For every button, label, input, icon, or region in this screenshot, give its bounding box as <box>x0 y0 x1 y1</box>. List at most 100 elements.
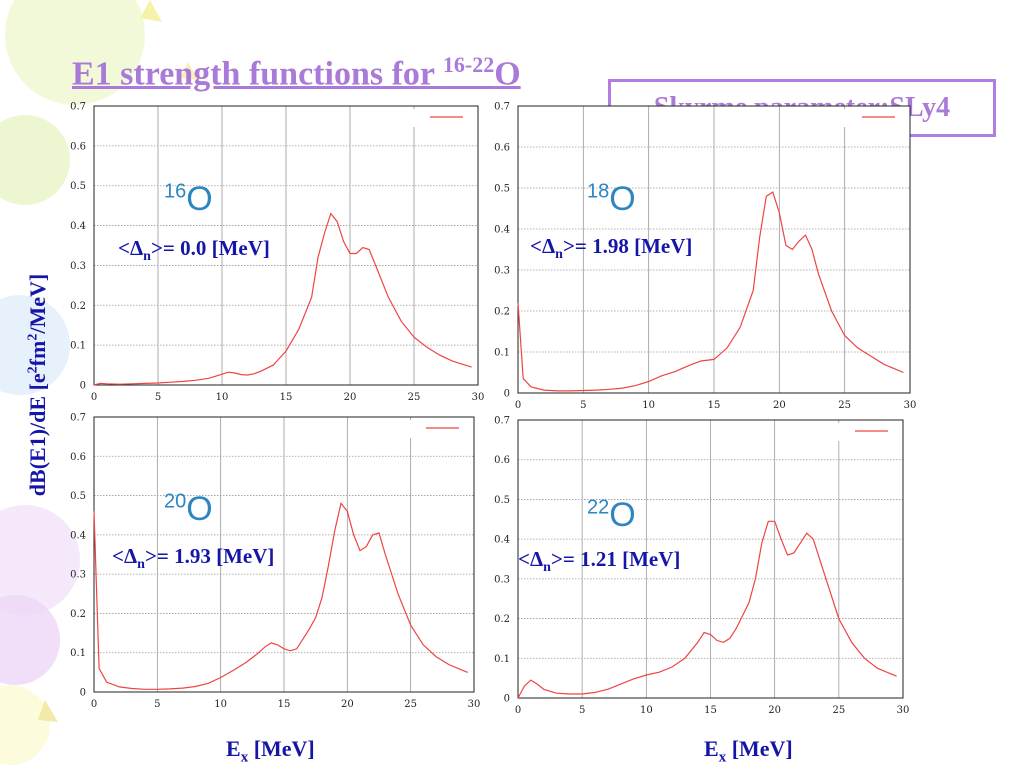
x-tick-label: 5 <box>579 705 585 716</box>
plot-panel-2: 0 5 10 15 20 25 30 0 0.1 0.2 0.3 0.4 0.5 0.6 0.7 <box>494 102 916 412</box>
delta-subscript: n <box>555 247 563 263</box>
series-line <box>93 212 472 386</box>
background-bubble <box>0 115 70 205</box>
background-star <box>140 0 162 22</box>
x-tick-label: 20 <box>768 705 781 716</box>
slide-title: E1 strength functions for 16-22O <box>72 52 521 93</box>
y-tick-label: 0.5 <box>494 184 510 195</box>
y-tick-label: 0.2 <box>494 614 510 625</box>
x-axis-label-symbol: E <box>226 736 241 761</box>
x-tick-label: 30 <box>472 392 485 403</box>
pairing-gap-label-panel-4: <Δn>= 1.21 [MeV] <box>518 547 680 576</box>
plot-frame <box>517 419 904 699</box>
x-tick-label: 25 <box>838 400 851 411</box>
delta-value: >= 0.0 [MeV] <box>150 236 270 260</box>
element-symbol: O <box>186 490 213 528</box>
delta-subscript: n <box>137 557 145 573</box>
y-tick-label: 0.2 <box>70 301 86 312</box>
y-tick-label: 0.6 <box>494 455 510 466</box>
title-suffix: O <box>494 55 521 93</box>
x-tick-label: 25 <box>832 705 845 716</box>
background-bubble <box>0 685 50 765</box>
x-axis-label-unit: [MeV] <box>726 736 793 761</box>
y-tick-label: 0.6 <box>70 452 86 463</box>
series-line <box>517 520 897 699</box>
x-tick-label: 10 <box>640 705 653 716</box>
background-bubble <box>0 505 80 615</box>
y-tick-label: 0 <box>80 688 86 699</box>
plot-frame <box>93 105 479 386</box>
background-bubble <box>0 295 70 395</box>
element-symbol: O <box>609 496 636 534</box>
plot-panel-3: 0 5 10 15 20 25 30 0 0.1 0.2 0.3 0.4 0.5 0.6 0.7 <box>70 413 480 711</box>
plot-panel-4: 0 5 10 15 20 25 30 0 0.1 0.2 0.3 0.4 0.5 0.6 0.7 <box>494 416 909 717</box>
y-tick-label: 0.3 <box>70 570 86 581</box>
series-line <box>517 191 904 392</box>
y-tick-label: 0 <box>504 694 510 705</box>
delta-prefix: <Δ <box>518 547 544 571</box>
x-tick-label: 20 <box>341 699 354 710</box>
plot-panel-1: 0 5 10 15 20 25 30 0 0.1 0.2 0.3 0.4 0.5 0.6 0.7 <box>70 102 484 404</box>
delta-value: >= 1.21 [MeV] <box>550 547 681 571</box>
x-tick-label: 0 <box>515 400 521 411</box>
y-tick-label: 0.3 <box>494 574 510 585</box>
element-symbol: O <box>609 180 636 218</box>
y-tick-label: 0.7 <box>70 102 86 113</box>
y-tick-label: 0.4 <box>494 225 510 236</box>
y-tick-label: 0.7 <box>494 416 510 427</box>
legend-box <box>832 109 902 127</box>
mass-number: 16 <box>164 180 187 203</box>
y-tick-label: 0.5 <box>494 495 510 506</box>
y-tick-label: 0.7 <box>70 413 86 424</box>
element-symbol: O <box>186 180 213 218</box>
background-bubble <box>5 0 145 105</box>
y-tick-label: 0.1 <box>70 648 86 659</box>
legend-box <box>396 420 466 438</box>
x-tick-label: 5 <box>155 392 161 403</box>
x-axis-label-sub: x <box>240 749 249 766</box>
title-prefix: E1 strength functions for <box>72 55 443 93</box>
x-tick-label: 15 <box>708 400 721 411</box>
y-tick-label: 0.4 <box>494 535 510 546</box>
y-tick-label: 0.2 <box>494 307 510 318</box>
y-tick-label: 0.3 <box>70 261 86 272</box>
pairing-gap-label-panel-3: <Δn>= 1.93 [MeV] <box>112 544 274 573</box>
y-tick-label: 0.4 <box>70 530 86 541</box>
title-superscript: 16-22 <box>442 52 495 77</box>
y-tick-label: 0.3 <box>494 266 510 277</box>
background-star <box>180 62 198 80</box>
x-axis-label-unit: [MeV] <box>248 736 315 761</box>
delta-value: >= 1.98 [MeV] <box>562 234 693 258</box>
x-axis-label-symbol: E <box>704 736 719 761</box>
plot-frame <box>93 416 475 693</box>
y-tick-label: 0 <box>504 389 510 400</box>
legend-box <box>400 109 470 127</box>
x-tick-label: 5 <box>580 400 586 411</box>
y-tick-label: 0.5 <box>70 181 86 192</box>
x-tick-label: 20 <box>344 392 357 403</box>
delta-value: >= 1.93 [MeV] <box>144 544 275 568</box>
delta-subscript: n <box>143 249 151 265</box>
mass-number: 18 <box>587 180 610 203</box>
y-tick-label: 0.1 <box>494 348 510 359</box>
y-tick-label: 0.1 <box>70 341 86 352</box>
x-tick-label: 15 <box>278 699 291 710</box>
x-tick-label: 25 <box>408 392 421 403</box>
y-tick-label: 0.7 <box>494 102 510 113</box>
x-tick-label: 25 <box>404 699 417 710</box>
x-tick-label: 0 <box>91 699 97 710</box>
delta-prefix: <Δ <box>112 544 138 568</box>
pairing-gap-label-panel-2: <Δn>= 1.98 [MeV] <box>530 234 692 263</box>
x-tick-label: 30 <box>897 705 910 716</box>
background-bubble <box>0 595 60 685</box>
delta-prefix: <Δ <box>118 236 144 260</box>
x-axis-label-left: Ex [MeV] <box>226 736 315 766</box>
x-tick-label: 15 <box>280 392 293 403</box>
x-tick-label: 10 <box>642 400 655 411</box>
x-tick-label: 30 <box>904 400 917 411</box>
delta-subscript: n <box>543 560 551 576</box>
mass-number: 22 <box>587 496 610 519</box>
series-line <box>93 502 468 690</box>
nucleus-label-panel-3: 20O <box>164 490 213 529</box>
